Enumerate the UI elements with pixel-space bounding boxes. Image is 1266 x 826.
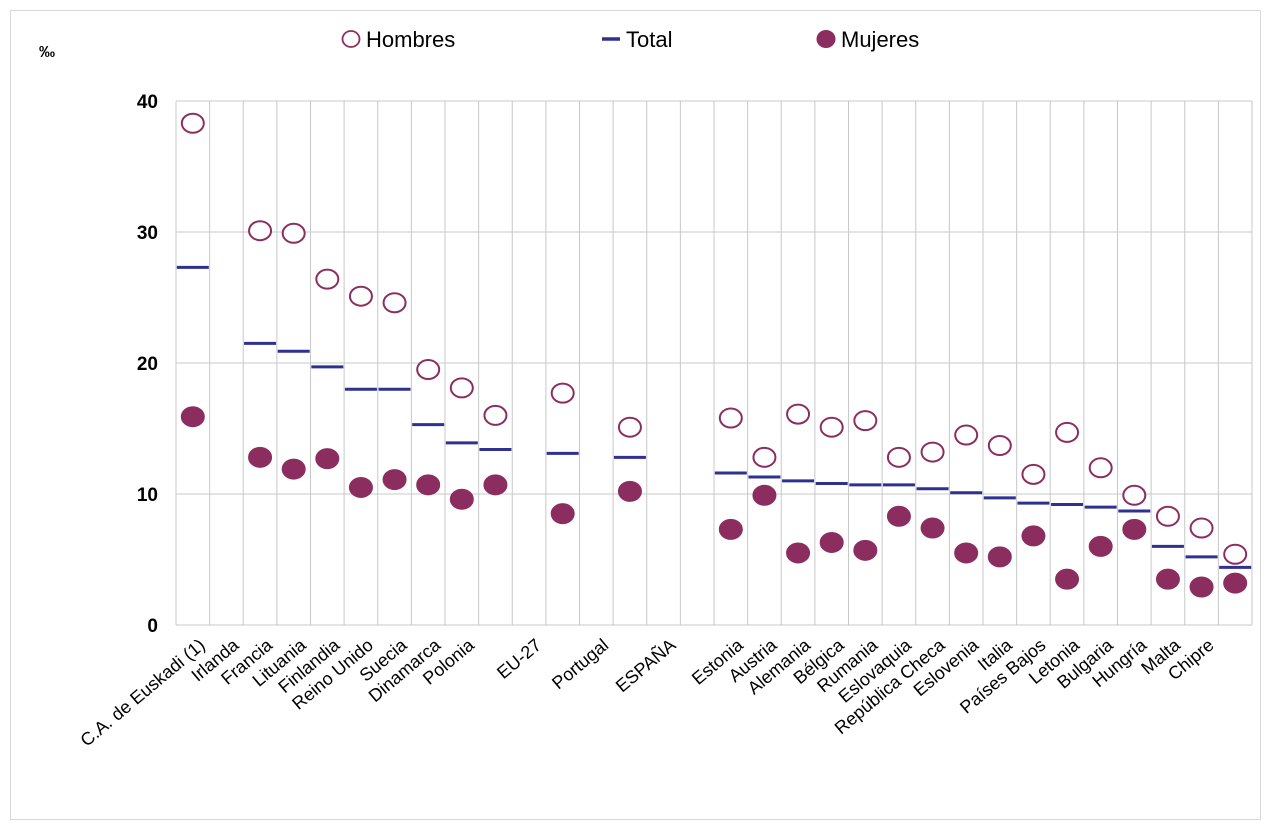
hombres-marker <box>752 446 777 468</box>
legend-hombres-symbol <box>341 30 361 48</box>
hombres-marker <box>1122 484 1147 506</box>
y-tick-label: 40 <box>137 92 158 113</box>
mujeres-marker <box>853 539 878 561</box>
mujeres-marker <box>920 517 945 539</box>
legend-label: Mujeres <box>841 27 919 52</box>
legend-mujeres-symbol <box>816 30 836 48</box>
mujeres-marker <box>718 518 743 540</box>
hombres-marker <box>718 407 743 429</box>
mujeres-marker <box>1122 518 1147 540</box>
mujeres-marker <box>1189 576 1214 598</box>
legend-label: Total <box>626 27 672 52</box>
mujeres-marker <box>382 469 407 491</box>
hombres-marker <box>315 268 340 290</box>
mujeres-marker <box>449 488 474 510</box>
legend: Hombres Total Mujeres <box>341 27 919 52</box>
hombres-marker <box>348 285 373 307</box>
hombres-marker <box>1055 421 1080 443</box>
y-tick-label: 20 <box>137 354 158 375</box>
hombres-marker <box>920 441 945 463</box>
hombres-marker <box>483 404 508 426</box>
mujeres-marker <box>886 505 911 527</box>
mujeres-marker <box>1055 568 1080 590</box>
mujeres-marker <box>1155 568 1180 590</box>
hombres-marker <box>886 446 911 468</box>
hombres-marker <box>819 416 844 438</box>
mujeres-marker <box>617 480 642 502</box>
hombres-marker <box>449 377 474 399</box>
x-category-label: Portugal <box>548 635 612 693</box>
hombres-marker <box>1155 505 1180 527</box>
mujeres-marker <box>987 546 1012 568</box>
mujeres-marker <box>1088 535 1113 557</box>
hombres-marker <box>248 220 273 242</box>
mujeres-marker <box>315 448 340 470</box>
mujeres-marker <box>1223 572 1248 594</box>
mujeres-marker <box>248 446 273 468</box>
legend-label: Hombres <box>366 27 455 52</box>
mujeres-marker <box>348 476 373 498</box>
mujeres-marker <box>180 406 205 428</box>
x-category-label: C.A. de Euskadi (1) <box>76 635 208 751</box>
hombres-marker <box>617 416 642 438</box>
y-tick-label: 0 <box>147 616 158 637</box>
hombres-marker <box>550 382 575 404</box>
mujeres-marker <box>752 484 777 506</box>
hombres-marker <box>853 410 878 432</box>
mujeres-marker <box>954 542 979 564</box>
mujeres-marker <box>281 458 306 480</box>
mujeres-marker <box>550 503 575 525</box>
mujeres-marker <box>416 474 441 496</box>
x-category-label: ESPAÑA <box>611 634 679 696</box>
hombres-marker <box>1021 463 1046 485</box>
x-category-label: EU-27 <box>493 635 545 683</box>
hombres-marker <box>1189 517 1214 539</box>
chart-frame: 0 10 20 30 40 C.A. de Euskadi (1) Irlanda Franc… <box>10 10 1261 820</box>
mujeres-marker <box>1021 525 1046 547</box>
mujeres-marker <box>819 531 844 553</box>
hombres-marker <box>382 292 407 314</box>
hombres-marker <box>281 222 306 244</box>
hombres-marker <box>180 112 205 134</box>
hombres-marker <box>416 359 441 381</box>
hombres-marker <box>954 424 979 446</box>
mujeres-marker <box>786 542 811 564</box>
hombres-marker <box>786 403 811 425</box>
y-tick-label: 10 <box>137 485 158 506</box>
mujeres-marker <box>483 474 508 496</box>
hombres-marker <box>987 435 1012 457</box>
y-tick-label: 30 <box>137 223 158 244</box>
hombres-marker <box>1223 543 1248 565</box>
y-unit-label: ‰ <box>39 44 55 61</box>
hombres-marker <box>1088 457 1113 479</box>
